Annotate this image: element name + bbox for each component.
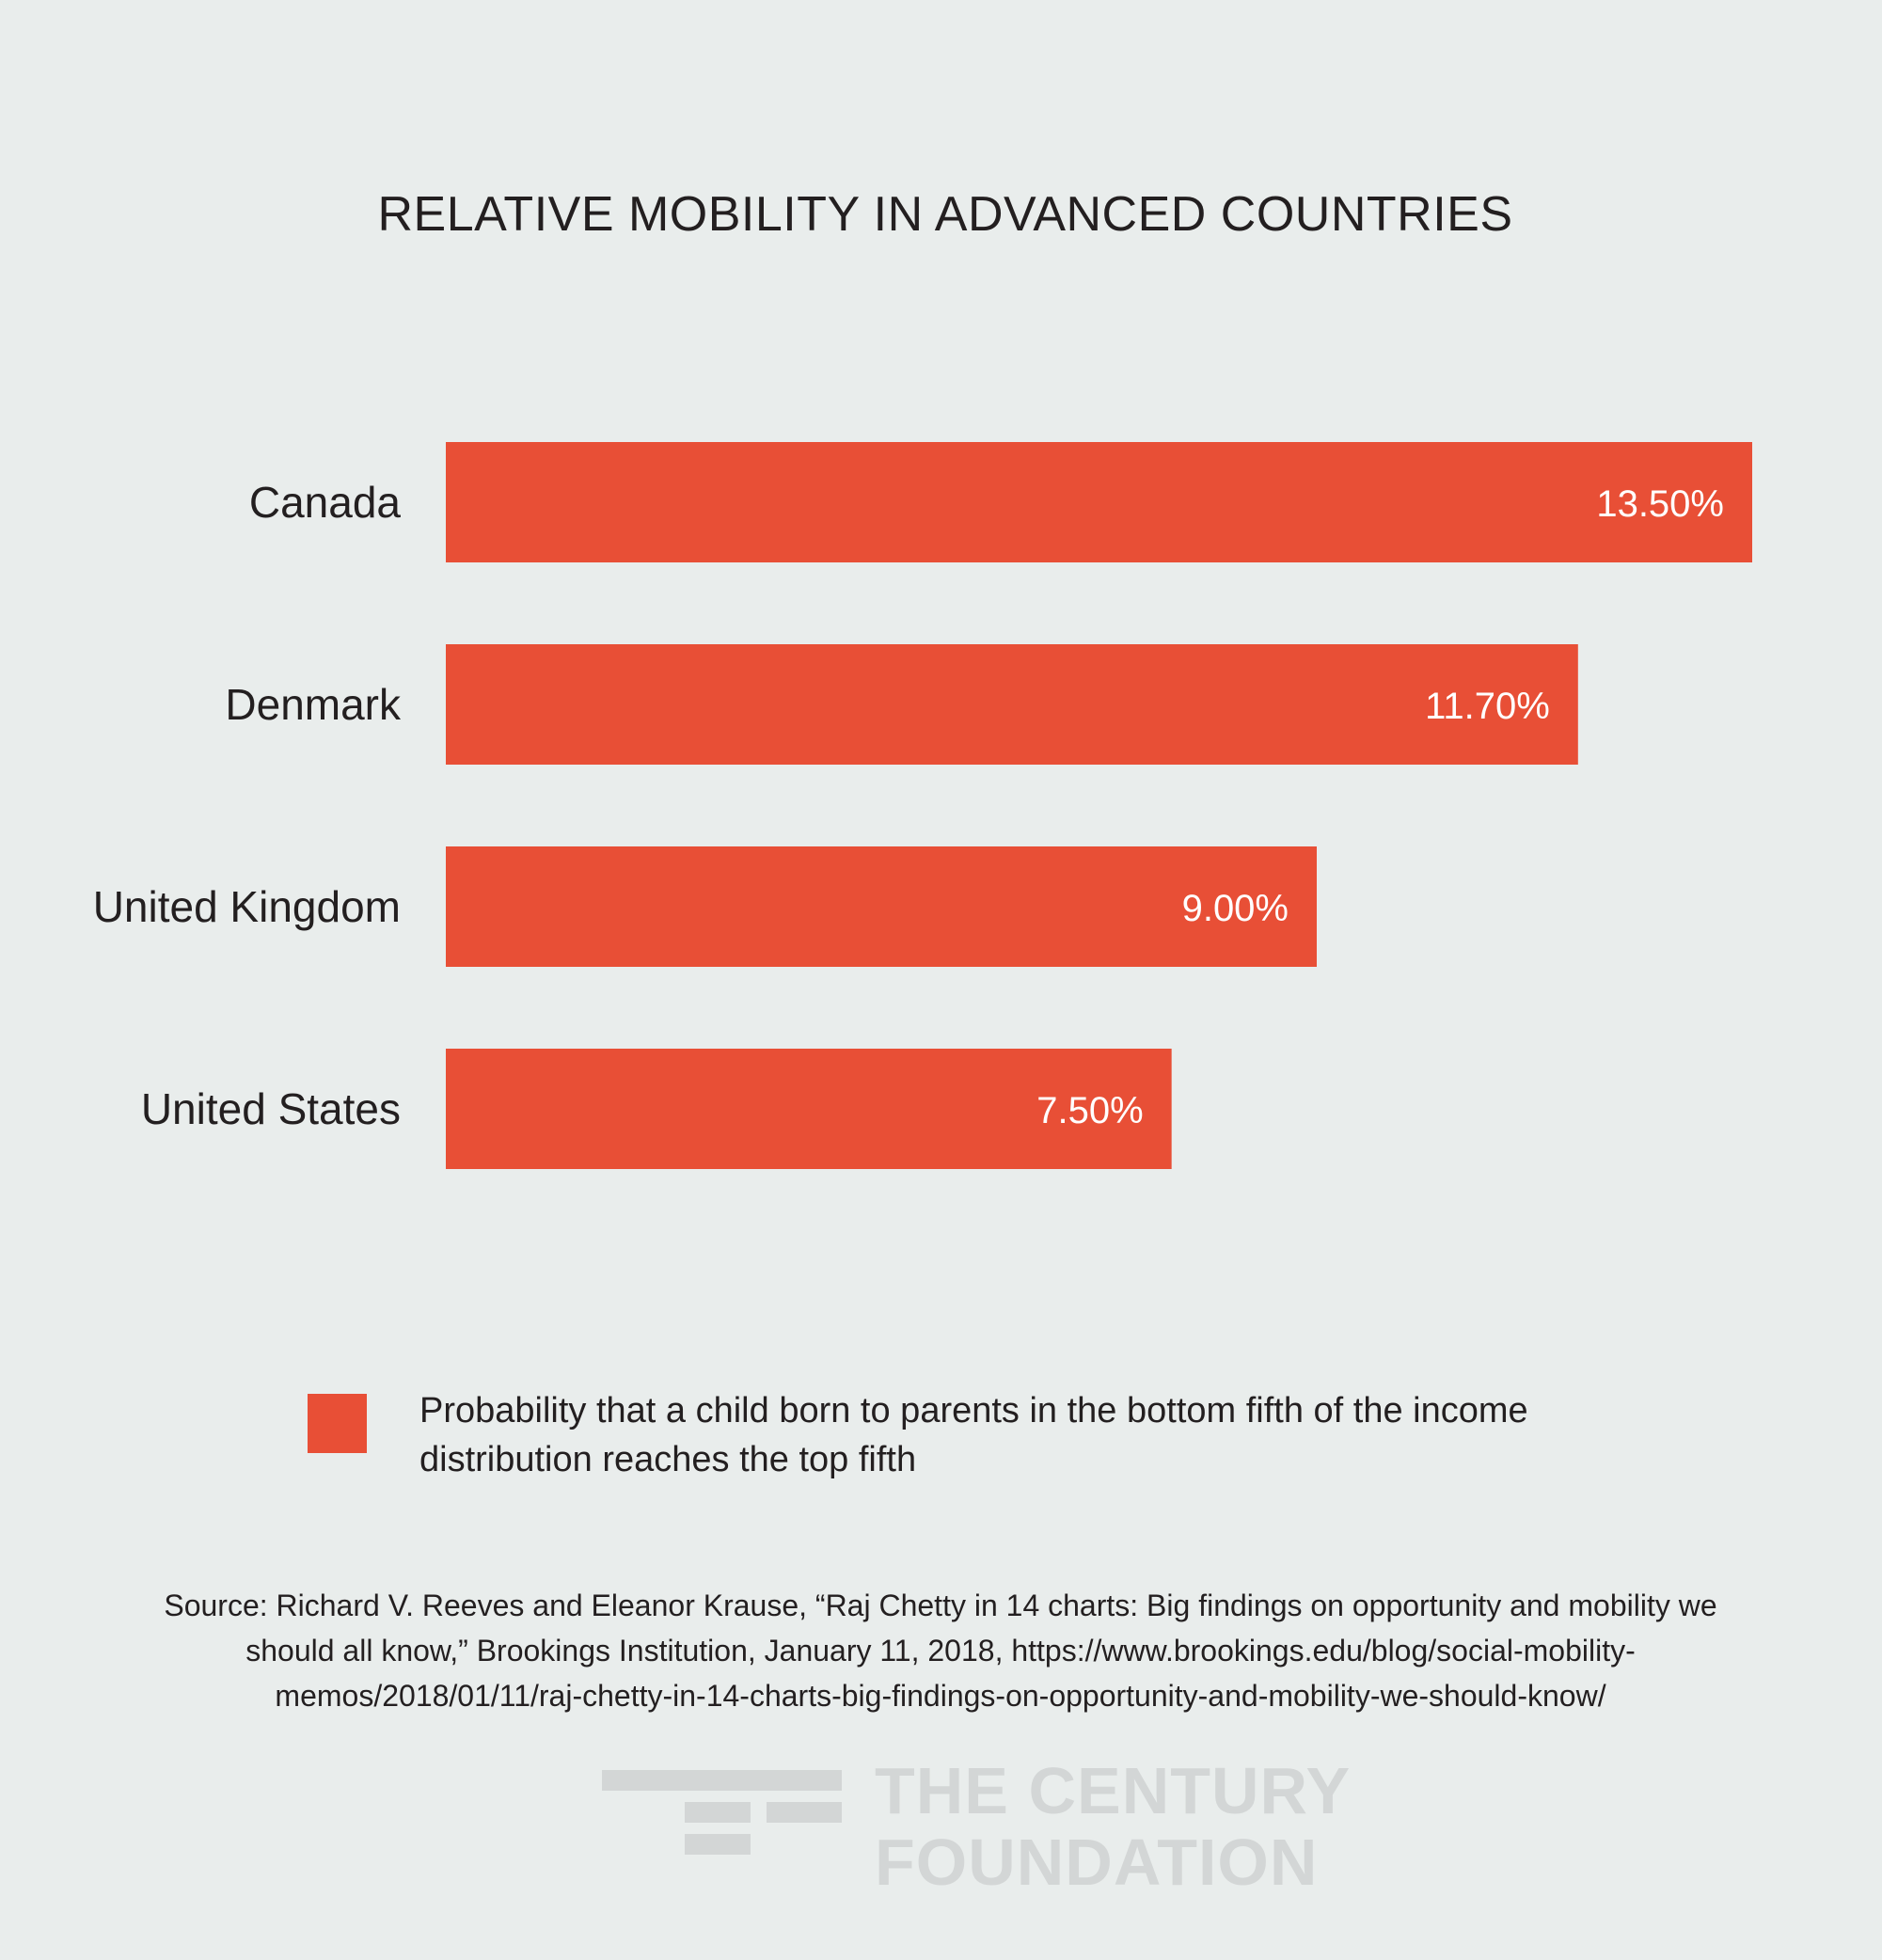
data-label: 7.50% bbox=[1036, 1090, 1143, 1131]
bar-denmark bbox=[446, 644, 1578, 765]
bar-united-states bbox=[446, 1049, 1172, 1169]
data-label: 9.00% bbox=[1182, 888, 1289, 929]
logo-line-1: THE CENTURY bbox=[875, 1754, 1352, 1827]
data-label: 11.70% bbox=[1425, 686, 1550, 727]
category-label: United States bbox=[141, 1084, 401, 1133]
bar-chart: Canada 13.50% Denmark 11.70% United Kingdom 9… bbox=[93, 442, 1752, 1169]
category-label: United Kingdom bbox=[93, 882, 401, 931]
source-note: Source: Richard V. Reeves and Eleanor Kr… bbox=[164, 1589, 1717, 1713]
bar-canada bbox=[446, 442, 1752, 562]
category-label: Denmark bbox=[225, 680, 402, 729]
data-label: 13.50% bbox=[1596, 483, 1724, 525]
logo-wordmark: THE CENTURY FOUNDATION bbox=[875, 1755, 1364, 1898]
legend-swatch bbox=[308, 1394, 367, 1453]
logo-line-2: FOUNDATION bbox=[875, 1826, 1319, 1899]
legend-label: Probability that a child born to parents… bbox=[419, 1391, 1528, 1479]
category-label: Canada bbox=[249, 478, 402, 527]
bar-united-kingdom bbox=[446, 846, 1317, 967]
logo-mark-icon bbox=[602, 1759, 846, 1862]
chart-title: RELATIVE MOBILITY IN ADVANCED COUNTRIES bbox=[377, 187, 1513, 242]
